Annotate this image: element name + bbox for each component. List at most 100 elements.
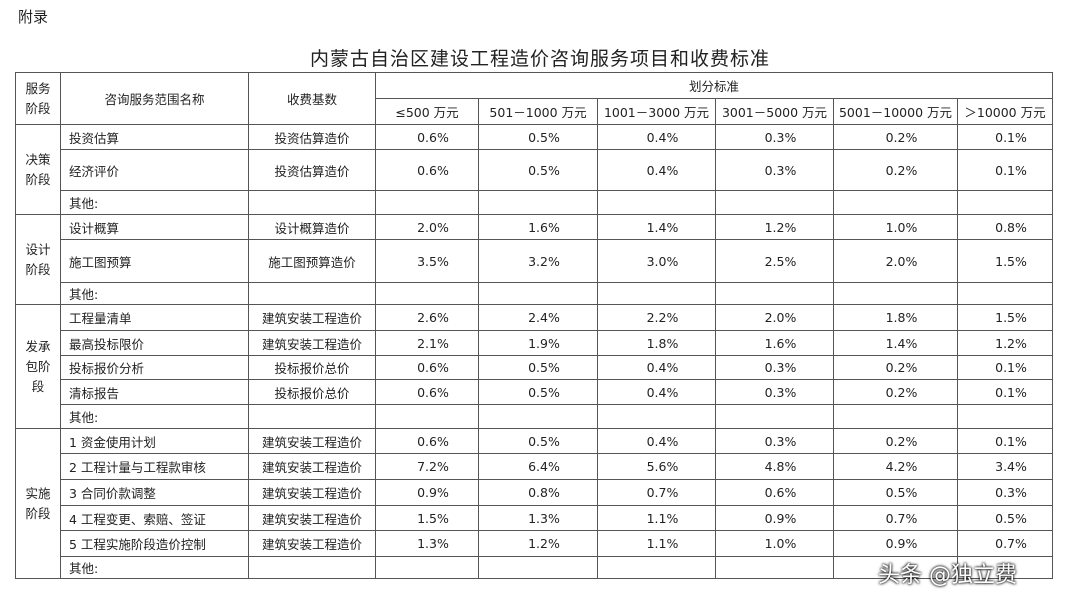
rate-cell: 1.9% [478, 330, 598, 356]
service-name: 经济评价 [60, 149, 249, 191]
range-header: 3001－5000 万元 [715, 98, 834, 125]
empty-cell [715, 404, 834, 429]
empty-cell [715, 282, 834, 305]
rate-cell: 1.2% [715, 214, 834, 240]
rate-cell: 0.2% [833, 149, 958, 191]
rate-cell: 1.3% [375, 530, 479, 557]
empty-cell [375, 282, 479, 305]
service-name: 5 工程实施阶段造价控制 [60, 530, 249, 557]
rate-cell: 0.7% [956, 530, 1054, 557]
empty-cell [715, 190, 834, 215]
rate-cell: 0.1% [956, 428, 1054, 454]
rate-cell: 0.5% [478, 355, 598, 380]
stage-cell: 设计阶段 [15, 214, 61, 305]
empty-cell [375, 190, 479, 215]
empty-cell [956, 282, 1054, 305]
base-header: 收费基数 [248, 72, 376, 125]
table-row: 5 工程实施阶段造价控制 建筑安装工程造价 1.3% 1.2% 1.1% 1.0% 0.9%… [16, 530, 1054, 557]
rate-cell: 0.9% [715, 505, 834, 531]
rate-cell: 0.1% [956, 149, 1054, 191]
rate-cell: 1.4% [597, 214, 716, 240]
table-title: 内蒙古自治区建设工程造价咨询服务项目和收费标准 [309, 48, 770, 70]
other-label: 其他: [60, 556, 249, 579]
service-name: 清标报告 [60, 379, 249, 405]
rate-cell: 1.0% [833, 214, 958, 240]
group-header: 划分标准 [374, 72, 1054, 99]
fee-table: 服务阶段 咨询服务范围名称 收费基数 划分标准 ≤500 万元 501－1000 万元 10… [15, 72, 1054, 579]
service-name: 设计概算 [60, 214, 249, 240]
rate-cell: 3.2% [478, 239, 598, 283]
range-header: 5001－10000 万元 [833, 98, 958, 125]
table-row: 其他: [16, 556, 1054, 579]
fee-base: 建筑安装工程造价 [248, 304, 376, 331]
rate-cell: 0.1% [956, 379, 1054, 405]
range-header: 1001－3000 万元 [597, 98, 716, 125]
fee-base: 投资估算造价 [248, 149, 376, 191]
rate-cell: 0.7% [597, 479, 716, 506]
table-row: 其他: [16, 404, 1054, 429]
rate-cell: 2.0% [375, 214, 479, 240]
rate-cell: 0.6% [375, 379, 479, 405]
rate-cell: 0.3% [715, 149, 834, 191]
rate-cell: 2.0% [715, 304, 834, 331]
fee-base: 设计概算造价 [248, 214, 376, 240]
rate-cell: 7.2% [375, 453, 479, 480]
rate-cell: 3.0% [597, 239, 716, 283]
rate-cell: 2.6% [375, 304, 479, 331]
fee-base: 投标报价总价 [248, 355, 376, 380]
fee-base: 建筑安装工程造价 [248, 479, 376, 506]
empty-cell [833, 404, 958, 429]
empty-cell [248, 404, 376, 429]
service-name: 投标报价分析 [60, 355, 249, 380]
empty-cell [956, 556, 1054, 579]
table-row: 其他: [16, 190, 1054, 215]
empty-cell [248, 190, 376, 215]
table-row: 4 工程变更、索赔、签证 建筑安装工程造价 1.5% 1.3% 1.1% 0.9% 0.7%… [16, 505, 1054, 531]
fee-base: 建筑安装工程造价 [248, 505, 376, 531]
rate-cell: 0.3% [956, 479, 1054, 506]
rate-cell: 0.9% [375, 479, 479, 506]
empty-cell [597, 404, 716, 429]
rate-cell: 0.9% [833, 530, 958, 557]
rate-cell: 0.4% [597, 355, 716, 380]
rate-cell: 0.4% [597, 149, 716, 191]
rate-cell: 1.5% [375, 505, 479, 531]
table-row: 3 合同价款调整 建筑安装工程造价 0.9% 0.8% 0.7% 0.6% 0.5% 0.3% [16, 479, 1054, 506]
rate-cell: 0.3% [715, 355, 834, 380]
rate-cell: 0.2% [833, 124, 958, 150]
rate-cell: 0.4% [597, 124, 716, 150]
stage-cell: 发承包阶段 [15, 304, 61, 429]
rate-cell: 0.5% [956, 505, 1054, 531]
fee-base: 施工图预算造价 [248, 239, 376, 283]
empty-cell [597, 190, 716, 215]
rate-cell: 0.3% [715, 124, 834, 150]
rate-cell: 6.4% [478, 453, 598, 480]
rate-cell: 0.8% [478, 479, 598, 506]
rate-cell: 0.5% [478, 149, 598, 191]
rate-cell: 2.5% [715, 239, 834, 283]
empty-cell [956, 404, 1054, 429]
rate-cell: 0.2% [833, 355, 958, 380]
rate-cell: 1.6% [715, 330, 834, 356]
rate-cell: 3.4% [956, 453, 1054, 480]
service-name: 最高投标限价 [60, 330, 249, 356]
rate-cell: 0.5% [833, 479, 958, 506]
empty-cell [597, 282, 716, 305]
table-row: 实施阶段 1 资金使用计划 建筑安装工程造价 0.6% 0.5% 0.4% 0.3% 0.2%… [15, 428, 1054, 579]
rate-cell: 3.5% [375, 239, 479, 283]
rate-cell: 1.5% [956, 304, 1054, 331]
fee-base: 建筑安装工程造价 [248, 330, 376, 356]
service-name: 2 工程计量与工程款审核 [60, 453, 249, 480]
rate-cell: 1.3% [478, 505, 598, 531]
empty-cell [375, 404, 479, 429]
rate-cell: 1.6% [478, 214, 598, 240]
rate-cell: 0.3% [715, 379, 834, 405]
rate-cell: 0.8% [956, 214, 1054, 240]
fee-base: 建筑安装工程造价 [248, 428, 376, 454]
rate-cell: 0.1% [956, 355, 1054, 380]
rate-cell: 1.2% [478, 530, 598, 557]
rate-cell: 5.6% [597, 453, 716, 480]
rate-cell: 1.1% [597, 530, 716, 557]
table-row: 设计阶段 设计概算 设计概算造价 2.0% 1.6% 1.4% 1.2% 1.0% 0.8% [15, 214, 1054, 305]
